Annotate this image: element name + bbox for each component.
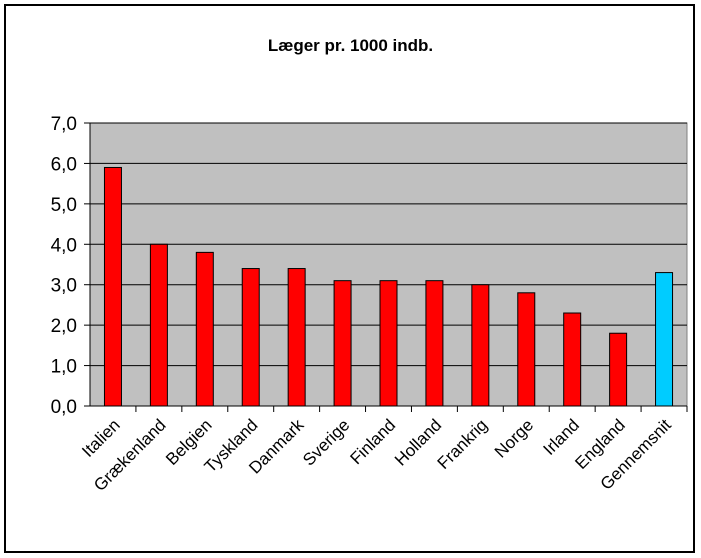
x-tick-label: Finland: [346, 415, 399, 468]
bars: [103, 166, 674, 407]
y-tick-label: 6,0: [51, 154, 77, 175]
bar-holland: [425, 280, 444, 407]
y-tick-label: 5,0: [51, 195, 77, 216]
y-tick-label: 0,0: [51, 397, 77, 418]
bar-irland: [563, 312, 582, 407]
bar-italien: [103, 166, 122, 407]
bar-grækenland: [149, 243, 168, 407]
y-axis: 0,0 1,0 2,0 3,0 4,0 5,0 6,0 7,0: [51, 114, 91, 418]
x-tick-label: Irland: [540, 415, 584, 459]
bar-gennemsnit: [655, 272, 674, 407]
chart-title: Læger pr. 1000 indb.: [267, 36, 434, 55]
x-tick-label: Norge: [491, 415, 537, 461]
bar-finland: [379, 280, 398, 407]
y-tick-label: 4,0: [51, 235, 77, 256]
y-tick-label: 3,0: [51, 276, 77, 297]
x-tick-label: Frankrig: [434, 415, 492, 473]
bar-sverige: [333, 280, 352, 407]
bar-frankrig: [471, 284, 490, 407]
y-tick-label: 7,0: [51, 114, 77, 135]
bar-belgien: [195, 251, 214, 407]
y-tick-label: 2,0: [51, 316, 77, 337]
bar-england: [609, 332, 628, 407]
y-tick-label: 1,0: [51, 357, 77, 378]
x-axis: ItalienGrækenlandBelgienTysklandDanmarkS…: [78, 405, 688, 495]
bar-danmark: [287, 268, 306, 407]
bar-norge: [517, 292, 536, 407]
bar-tyskland: [241, 268, 260, 407]
x-tick-label: Sverige: [299, 415, 353, 469]
